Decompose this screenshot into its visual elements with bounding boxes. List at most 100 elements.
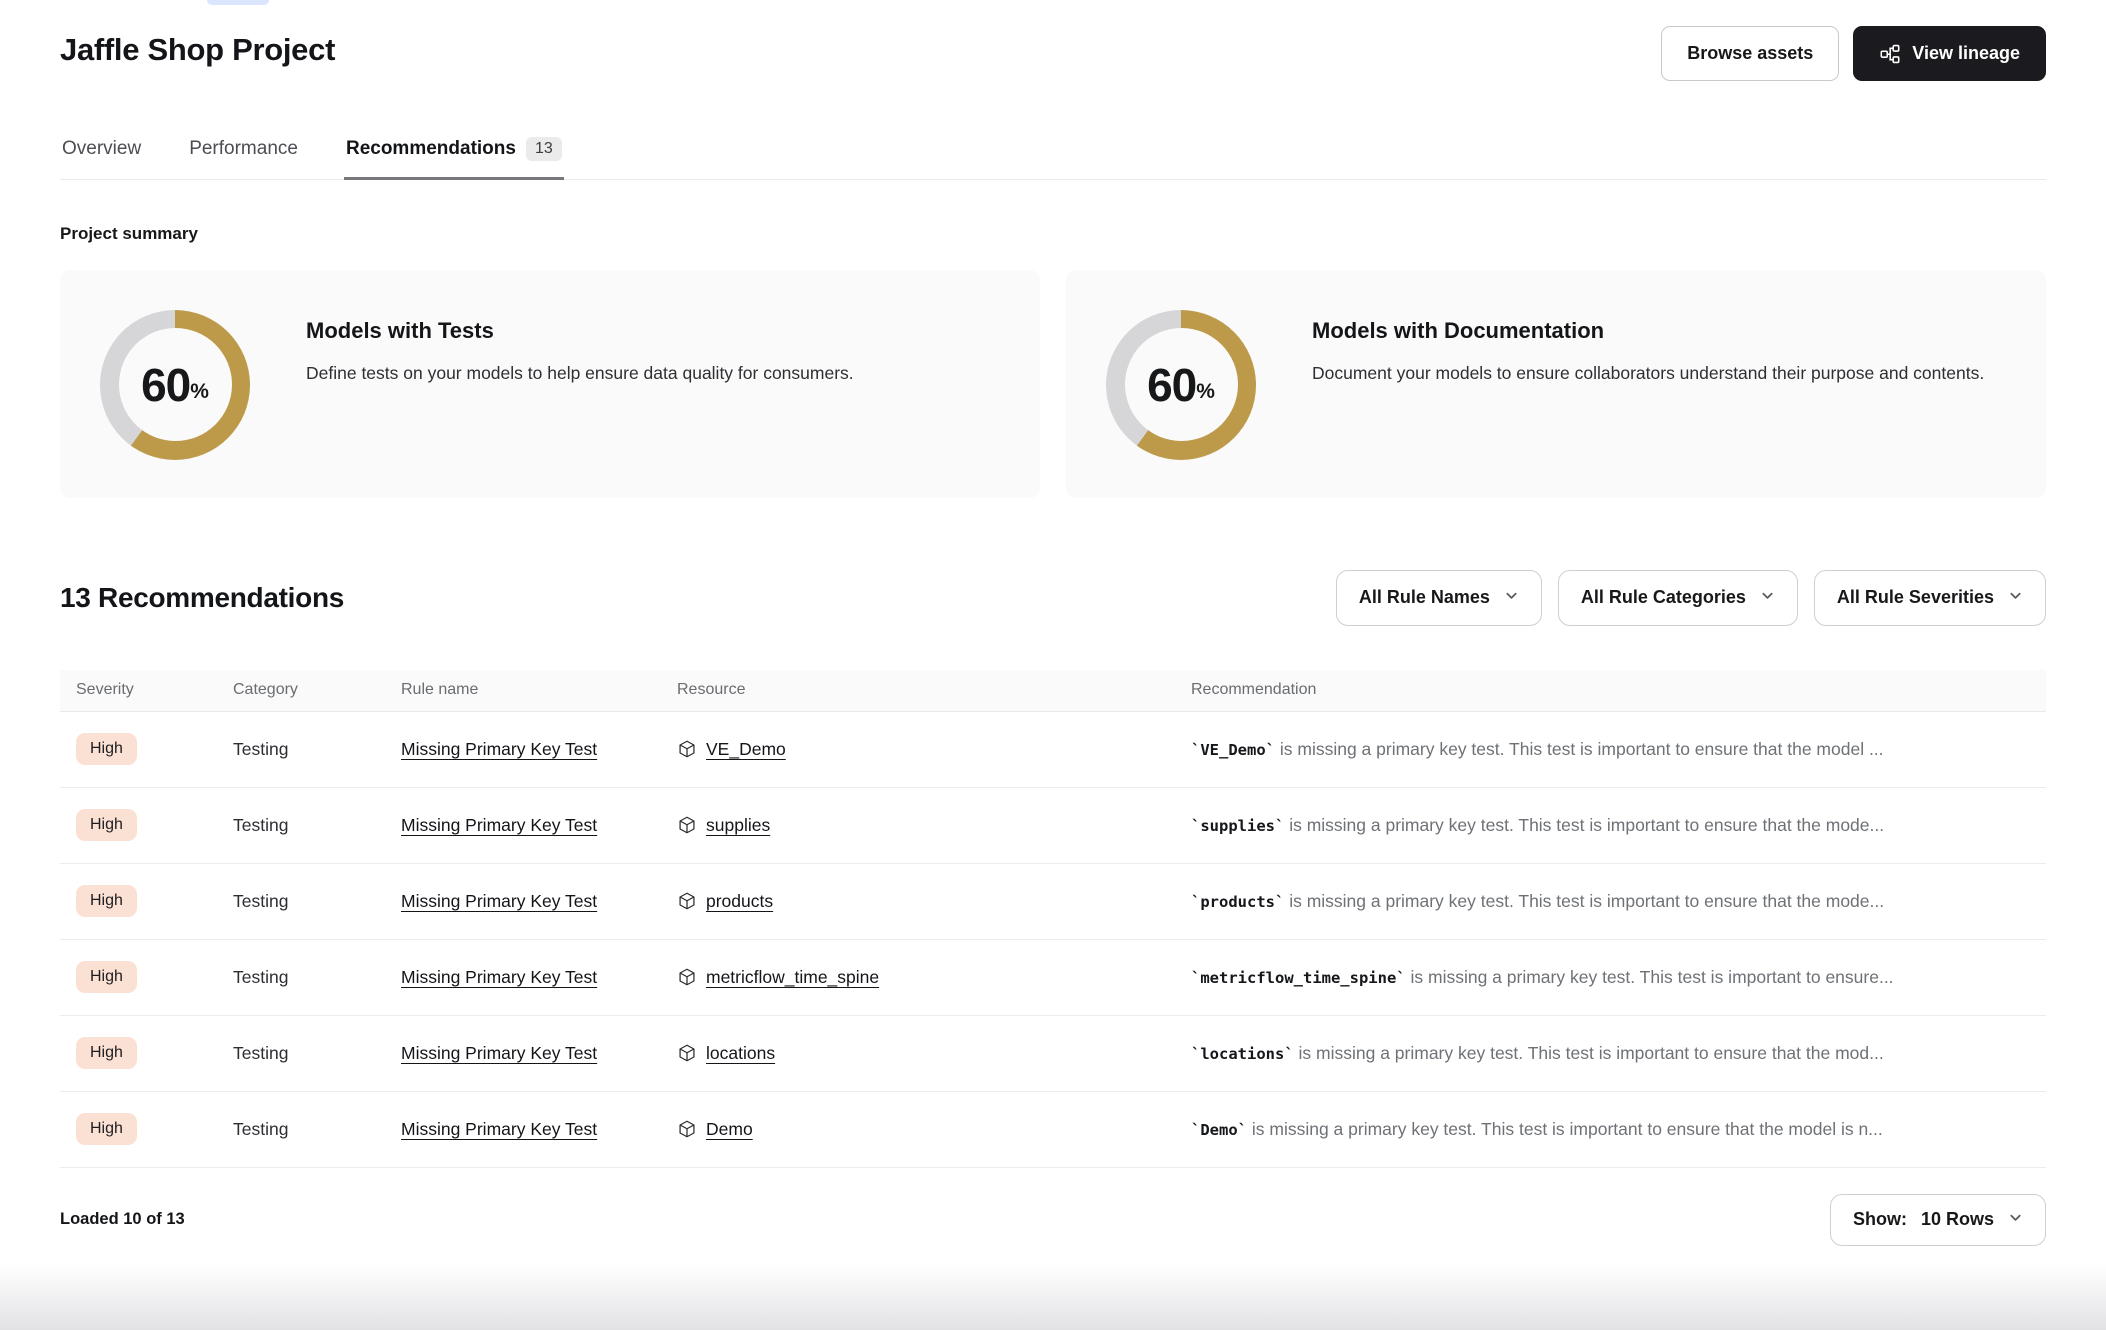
model-cube-icon (677, 815, 697, 835)
category-cell: Testing (233, 814, 289, 835)
resource-link[interactable]: Demo (706, 1118, 753, 1139)
chevron-down-icon (1760, 587, 1775, 608)
recommendation-code: `VE_Demo` (1191, 740, 1275, 759)
table-row: High Testing Missing Primary Key Test lo… (60, 1016, 2046, 1092)
category-cell: Testing (233, 1042, 289, 1063)
rule-names-filter-label: All Rule Names (1358, 587, 1490, 608)
tab-overview-label: Overview (62, 137, 142, 159)
models-with-docs-card: 60 % Models with Documentation Document … (1066, 269, 2046, 498)
tests-card-title: Models with Tests (306, 317, 494, 343)
recommendations-count-badge: 13 (525, 137, 562, 161)
recommendations-table: Severity Category Rule name Resource Rec… (60, 669, 2046, 1168)
severity-badge: High (76, 1037, 137, 1069)
chevron-down-icon (2008, 1209, 2023, 1230)
view-lineage-label: View lineage (1912, 43, 2020, 63)
table-body: High Testing Missing Primary Key Test VE… (60, 712, 2046, 1168)
chevron-down-icon (1504, 587, 1519, 608)
model-cube-icon (677, 739, 697, 759)
severity-badge: High (76, 809, 137, 841)
tab-recommendations-label: Recommendations (345, 137, 516, 159)
recommendation-code: `Demo` (1191, 1120, 1247, 1139)
scroll-fade-gradient (0, 1264, 2106, 1330)
loaded-status: Loaded 10 of 13 (60, 1210, 185, 1229)
chevron-down-icon (2008, 587, 2023, 608)
model-cube-icon (677, 1043, 697, 1063)
tab-overview[interactable]: Overview (60, 127, 143, 180)
category-cell: Testing (233, 966, 289, 987)
resource-link[interactable]: locations (706, 1042, 776, 1063)
recommendation-text: is missing a primary key test. This test… (1405, 966, 1894, 987)
severity-badge: High (76, 885, 137, 917)
category-cell: Testing (233, 890, 289, 911)
recommendation-code: `products` (1191, 892, 1285, 911)
table-header-row: Severity Category Rule name Resource Rec… (60, 669, 2046, 712)
project-summary-heading: Project summary (60, 223, 198, 243)
col-recommendation: Recommendation (1191, 681, 1317, 699)
rule-name-link[interactable]: Missing Primary Key Test (401, 966, 598, 987)
model-cube-icon (677, 891, 697, 911)
filter-bar: All Rule Names All Rule Categories All R… (1335, 569, 2046, 626)
docs-card-description: Document your models to ensure collabora… (1312, 362, 1985, 383)
recommendation-text: is missing a primary key test. This test… (1275, 738, 1884, 759)
col-resource: Resource (677, 681, 746, 699)
rule-name-link[interactable]: Missing Primary Key Test (401, 814, 598, 835)
rule-categories-filter-label: All Rule Categories (1580, 587, 1746, 608)
severity-badge: High (76, 1113, 137, 1145)
category-cell: Testing (233, 1118, 289, 1139)
recommendations-heading: 13 Recommendations (60, 581, 345, 613)
rule-severities-filter-label: All Rule Severities (1836, 587, 1994, 608)
lineage-graph-icon (1879, 43, 1901, 65)
rule-severities-filter[interactable]: All Rule Severities (1813, 569, 2046, 626)
col-rule-name: Rule name (401, 681, 479, 699)
tests-percent-value: 60 (141, 358, 191, 411)
tab-performance[interactable]: Performance (187, 127, 300, 180)
recommendation-text: is missing a primary key test. This test… (1284, 814, 1885, 835)
page-title: Jaffle Shop Project (60, 32, 336, 67)
resource-link[interactable]: VE_Demo (706, 738, 786, 759)
recommendation-text: is missing a primary key test. This test… (1284, 890, 1885, 911)
browse-assets-button[interactable]: Browse assets (1661, 26, 1840, 81)
table-footer: Loaded 10 of 13 Show: 10 Rows (60, 1193, 2046, 1246)
page-header: Jaffle Shop Project Browse assets View (60, 0, 2046, 81)
docs-donut-chart: 60 % (1106, 309, 1256, 460)
table-row: High Testing Missing Primary Key Test pr… (60, 864, 2046, 940)
docs-percent-value: 60 (1147, 358, 1197, 411)
docs-percent-sign: % (1196, 379, 1215, 403)
show-value: 10 Rows (1920, 1209, 1994, 1230)
tests-percent-sign: % (190, 379, 209, 403)
table-row: High Testing Missing Primary Key Test VE… (60, 712, 2046, 788)
severity-badge: High (76, 733, 137, 765)
view-lineage-button[interactable]: View lineage (1853, 26, 2046, 81)
table-row: High Testing Missing Primary Key Test su… (60, 788, 2046, 864)
severity-badge: High (76, 961, 137, 993)
model-cube-icon (677, 1119, 697, 1139)
resource-link[interactable]: metricflow_time_spine (706, 966, 880, 987)
tests-card-description: Define tests on your models to help ensu… (306, 362, 854, 383)
tests-donut-chart: 60 % (100, 309, 250, 460)
rule-name-link[interactable]: Missing Primary Key Test (401, 890, 598, 911)
model-cube-icon (677, 967, 697, 987)
resource-link[interactable]: products (706, 890, 774, 911)
tab-bar: Overview Performance Recommendations 13 (60, 127, 2046, 180)
rule-name-link[interactable]: Missing Primary Key Test (401, 1042, 598, 1063)
col-category: Category (233, 681, 298, 699)
tab-performance-label: Performance (189, 137, 298, 159)
recommendation-code: `supplies` (1191, 816, 1285, 835)
browse-assets-label: Browse assets (1687, 43, 1814, 63)
docs-card-title: Models with Documentation (1312, 317, 1605, 343)
col-severity: Severity (76, 681, 134, 699)
rule-name-link[interactable]: Missing Primary Key Test (401, 738, 598, 759)
rule-names-filter[interactable]: All Rule Names (1335, 569, 1542, 626)
scrolled-element-fragment (207, 0, 269, 5)
tab-recommendations[interactable]: Recommendations 13 (343, 127, 564, 180)
rule-categories-filter[interactable]: All Rule Categories (1557, 569, 1798, 626)
recommendation-text: is missing a primary key test. This test… (1247, 1118, 1883, 1139)
rule-name-link[interactable]: Missing Primary Key Test (401, 1118, 598, 1139)
rows-per-page-select[interactable]: Show: 10 Rows (1829, 1193, 2046, 1246)
recommendation-code: `metricflow_time_spine` (1191, 968, 1406, 987)
category-cell: Testing (233, 738, 289, 759)
table-row: High Testing Missing Primary Key Test me… (60, 940, 2046, 1016)
resource-link[interactable]: supplies (706, 814, 771, 835)
table-row: High Testing Missing Primary Key Test De… (60, 1092, 2046, 1168)
